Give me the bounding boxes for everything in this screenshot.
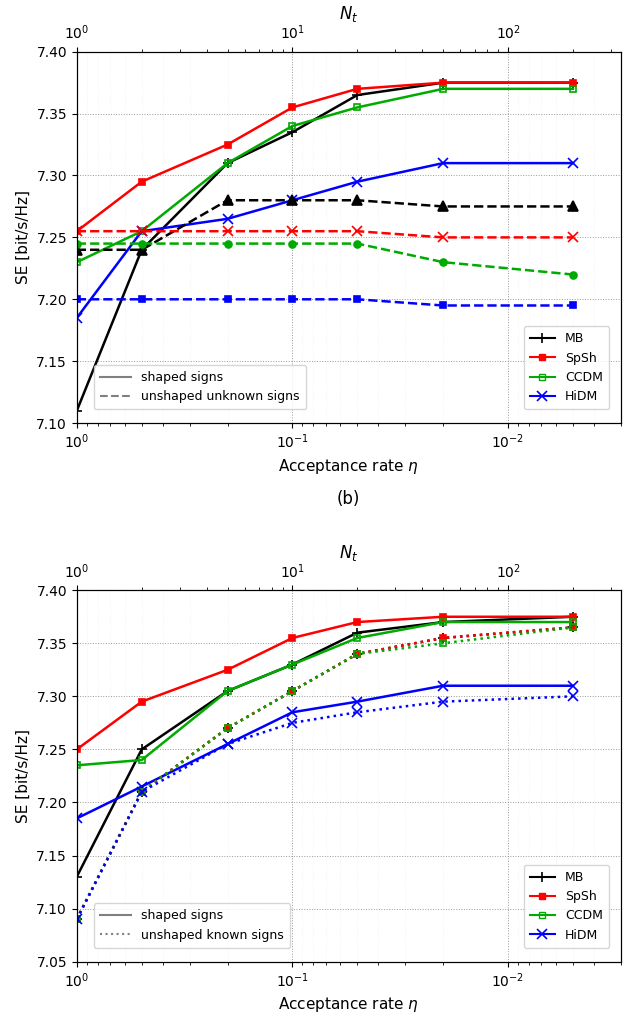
X-axis label: Acceptance rate $\eta$: Acceptance rate $\eta$ <box>278 457 419 476</box>
Legend: MB, SpSh, CCDM, HiDM: MB, SpSh, CCDM, HiDM <box>524 864 609 948</box>
X-axis label: Acceptance rate $\eta$: Acceptance rate $\eta$ <box>278 996 419 1014</box>
Y-axis label: SE [bit/s/Hz]: SE [bit/s/Hz] <box>16 190 31 284</box>
X-axis label: $N_t$: $N_t$ <box>339 543 358 562</box>
Y-axis label: SE [bit/s/Hz]: SE [bit/s/Hz] <box>16 729 31 823</box>
Legend: MB, SpSh, CCDM, HiDM: MB, SpSh, CCDM, HiDM <box>524 326 609 409</box>
Title: (b): (b) <box>337 490 360 508</box>
X-axis label: $N_t$: $N_t$ <box>339 4 358 24</box>
